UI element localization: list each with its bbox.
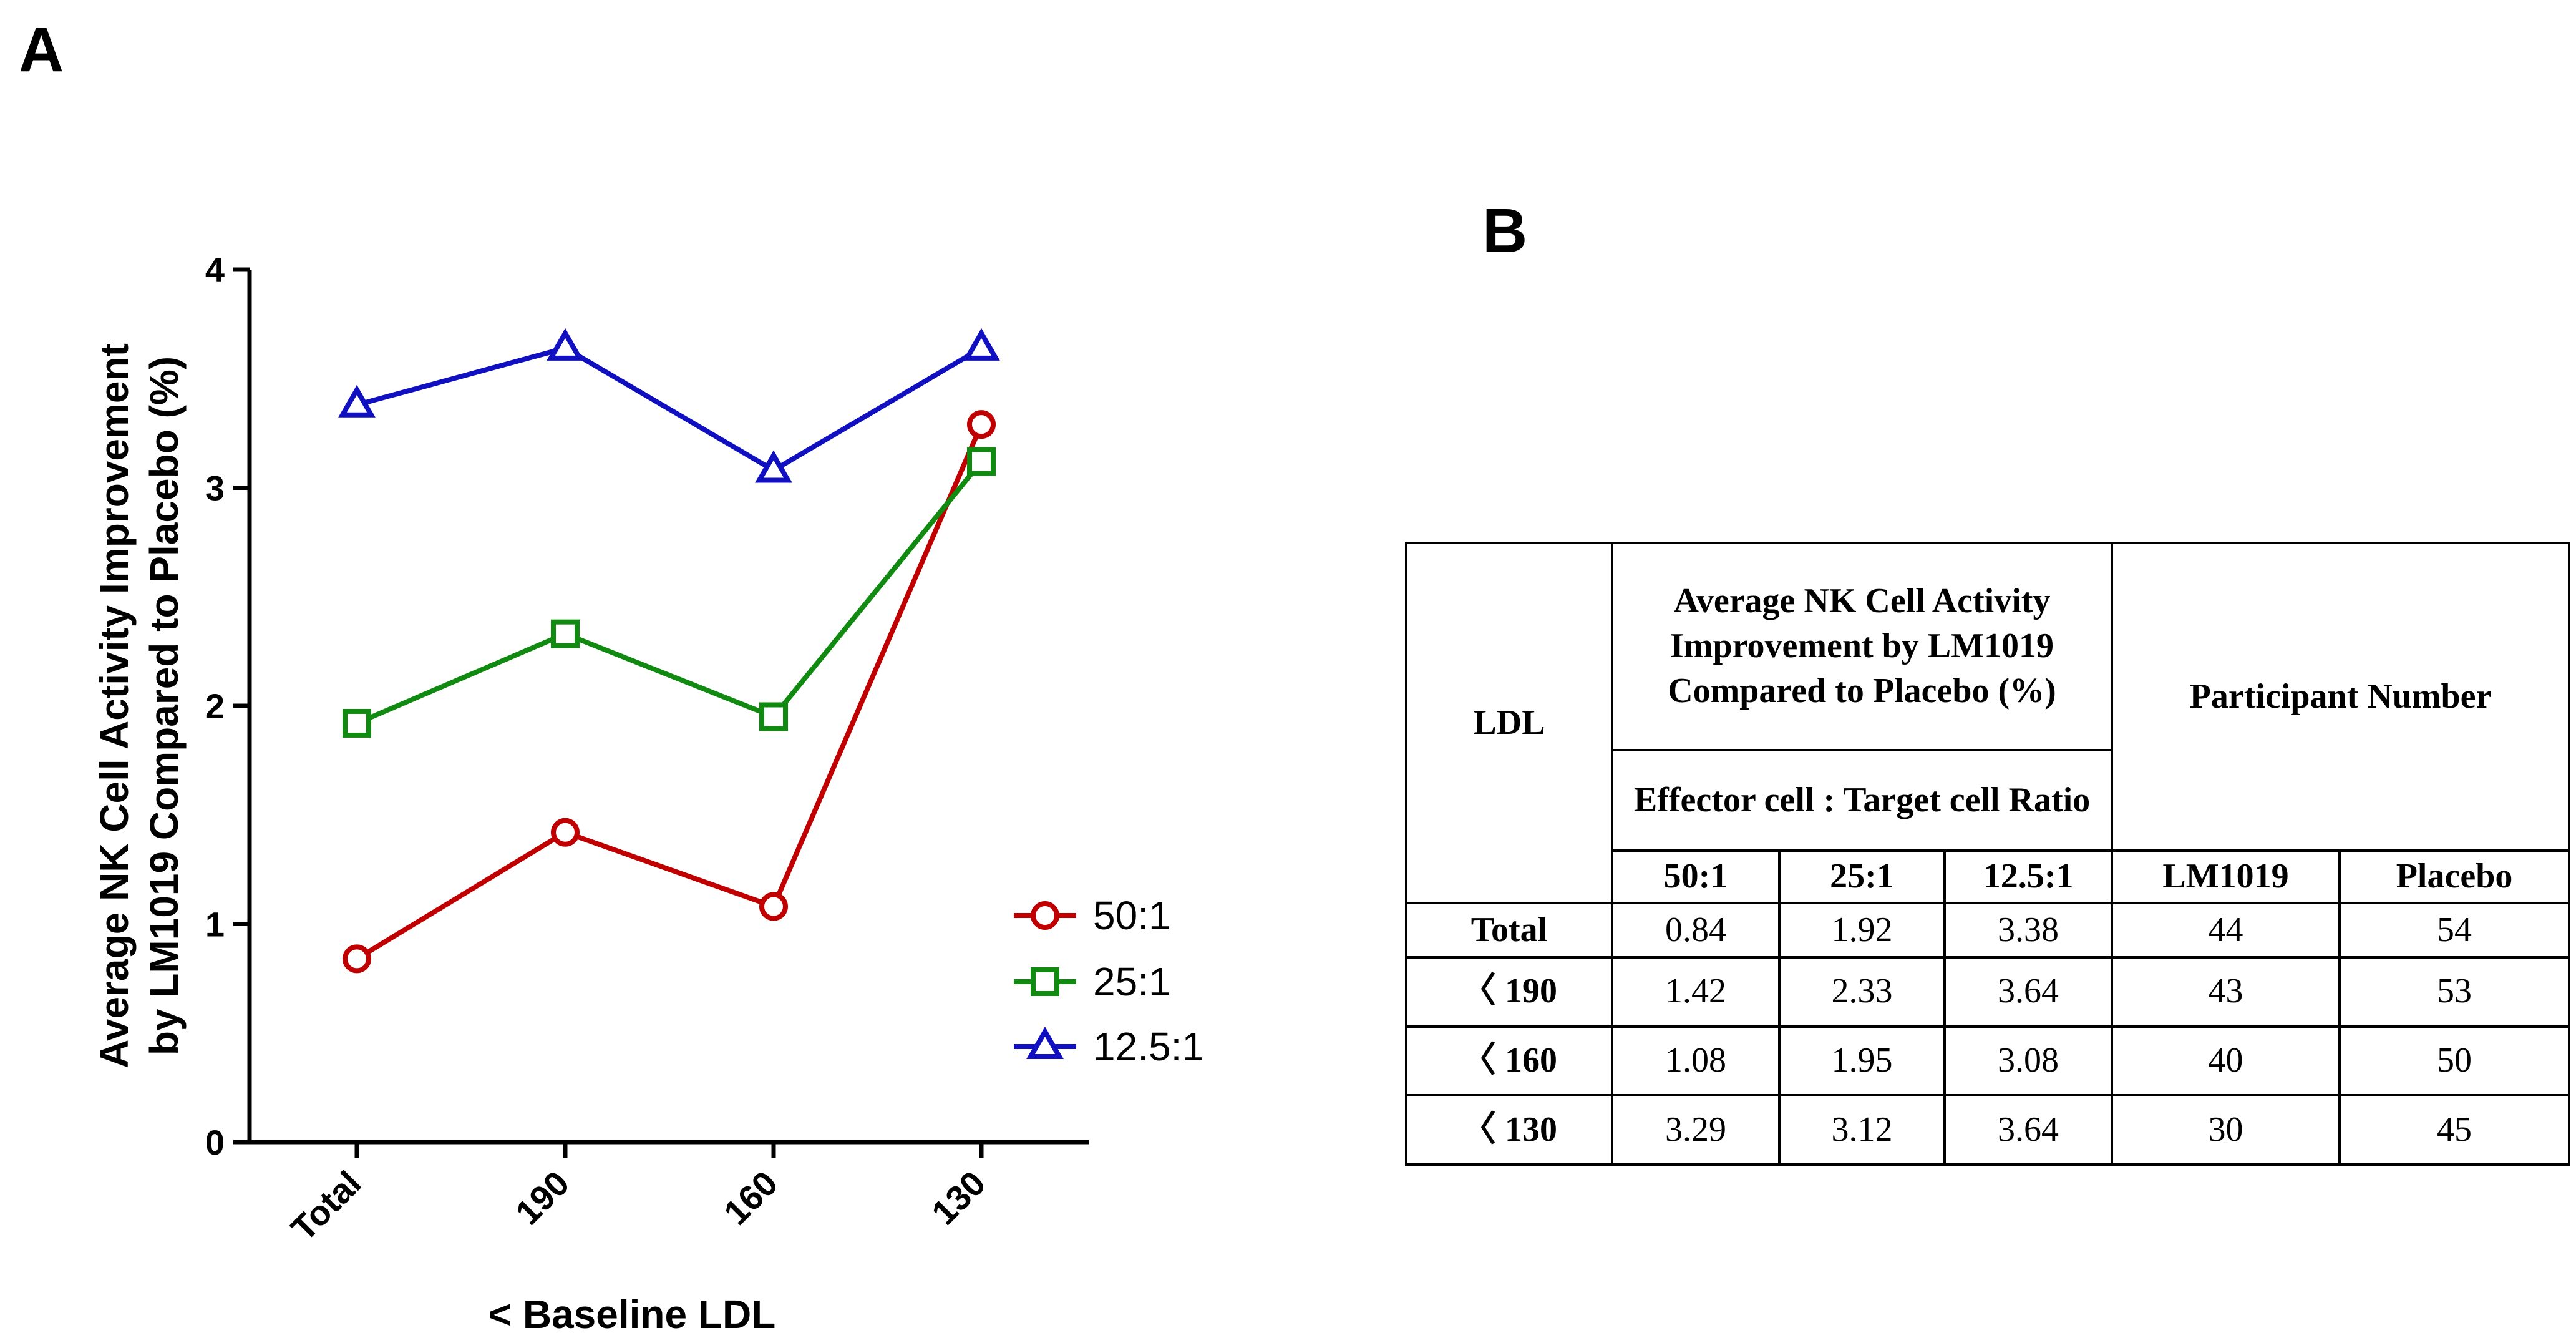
x-tick-label: 190	[508, 1163, 577, 1233]
series-line	[356, 460, 984, 726]
ratio-header: Effector cell : Target cell Ratio	[1610, 749, 2114, 852]
data-point	[547, 328, 584, 361]
x-tick-label: 160	[716, 1163, 785, 1233]
row-label: 〈 190	[1405, 955, 1613, 1028]
legend-marker	[1031, 967, 1059, 996]
x-tick-label: Total	[283, 1163, 368, 1248]
table-row: Total 0.84 1.92 3.38 44 54	[1405, 902, 2571, 959]
legend-marker	[1026, 1026, 1064, 1059]
table-cell: 2.33	[1778, 955, 1946, 1028]
y-tick-label: 3	[205, 469, 225, 508]
table-cell: 1.08	[1611, 1025, 1781, 1097]
subheader-lm1019: LM1019	[2111, 849, 2341, 905]
participant-header: Participant Number	[2111, 542, 2571, 852]
data-point	[759, 892, 788, 921]
table-cell: 45	[2338, 1094, 2571, 1166]
y-axis-title-line2: by LM1019 Compared to Placebo (%)	[142, 356, 187, 1055]
y-axis-title-line1: Average NK Cell Activity Improvement	[92, 343, 137, 1068]
data-point	[338, 384, 376, 418]
table-cell: 3.29	[1611, 1094, 1781, 1166]
x-axis-title: < Baseline LDL	[488, 1292, 776, 1337]
row-label: 〈 160	[1405, 1025, 1613, 1097]
subheader-25-1: 25:1	[1778, 849, 1946, 905]
y-tick-label: 1	[205, 905, 225, 944]
table-cell: 0.84	[1611, 902, 1781, 959]
legend-marker	[1031, 901, 1059, 930]
panel-label-a: A	[19, 15, 64, 85]
table-cell: 43	[2111, 955, 2341, 1028]
table-cell: 1.92	[1778, 902, 1946, 959]
legend-label: 50:1	[1093, 893, 1171, 938]
y-tick-label: 0	[205, 1123, 225, 1162]
x-tick-label: 130	[924, 1163, 993, 1233]
data-table: LDL Average NK Cell Activity Improvement…	[1405, 541, 2571, 1166]
table-row: 〈 130 3.29 3.12 3.64 30 45	[1405, 1094, 2571, 1166]
table-cell: 53	[2338, 955, 2571, 1028]
table-cell: 3.12	[1778, 1094, 1946, 1166]
subheader-placebo: Placebo	[2338, 849, 2571, 905]
legend-label: 12.5:1	[1093, 1024, 1204, 1069]
ldl-header: LDL	[1405, 541, 1613, 905]
data-point	[759, 702, 788, 731]
table-cell: 40	[2111, 1025, 2341, 1097]
chart-axes: 0 1 2 3 4 Total 190 160 130 < Baseline LDL Average…	[92, 250, 1089, 1337]
table-cell: 1.42	[1611, 955, 1781, 1028]
chart-legend: 50:1 25:1 12.5:1	[1014, 893, 1204, 1069]
data-point	[967, 447, 996, 476]
table-row: 〈 190 1.42 2.33 3.64 43 53	[1405, 955, 2571, 1028]
table-cell: 54	[2338, 902, 2571, 959]
table-cell: 3.64	[1943, 1094, 2114, 1166]
data-point	[343, 944, 371, 974]
y-tick-label: 4	[205, 250, 225, 290]
y-tick-label: 2	[205, 686, 225, 726]
data-point	[755, 450, 792, 483]
series-line	[355, 423, 984, 961]
table-cell: 1.95	[1778, 1025, 1946, 1097]
data-point	[551, 818, 580, 847]
subheader-50-1: 50:1	[1611, 849, 1781, 905]
data-point	[967, 410, 996, 439]
table-cell: 30	[2111, 1094, 2341, 1166]
table-cell: 3.64	[1943, 955, 2114, 1028]
table-cell: 3.08	[1943, 1025, 2114, 1097]
data-point	[343, 708, 371, 738]
series-line	[356, 345, 983, 473]
table-cell: 50	[2338, 1025, 2571, 1097]
table-row: 〈 160 1.08 1.95 3.08 40 50	[1405, 1025, 2571, 1097]
data-point	[963, 328, 1000, 361]
subheader-12-5-1: 12.5:1	[1943, 849, 2114, 905]
table-cell: 3.38	[1943, 902, 2114, 959]
row-label: Total	[1405, 902, 1613, 959]
table-cell: 44	[2111, 902, 2341, 959]
row-label: 〈 130	[1405, 1094, 1613, 1166]
data-point	[551, 619, 580, 648]
chart-series	[338, 328, 1000, 974]
legend-label: 25:1	[1093, 959, 1171, 1004]
panel-label-b: B	[1482, 196, 1528, 266]
improvement-header: Average NK Cell Activity Improvement by …	[1610, 542, 2114, 751]
